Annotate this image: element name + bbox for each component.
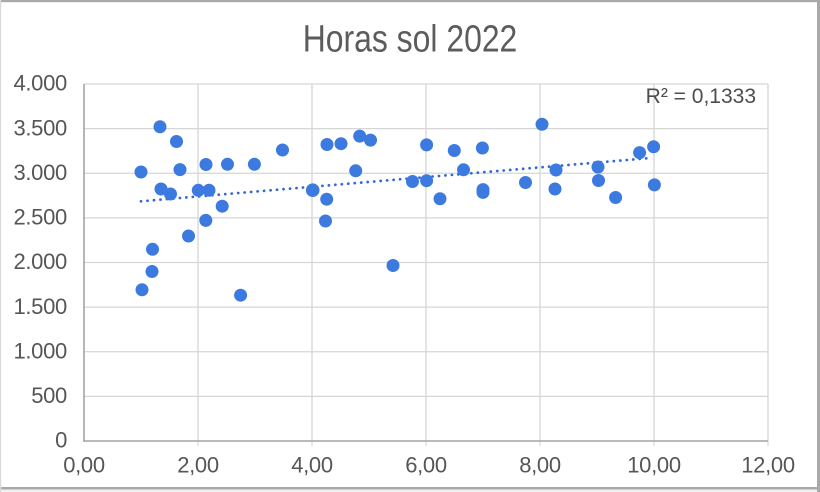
svg-text:3.000: 3.000: [13, 160, 67, 185]
svg-text:4,00: 4,00: [291, 453, 333, 478]
svg-text:8,00: 8,00: [519, 453, 561, 478]
svg-text:10,00: 10,00: [627, 453, 681, 478]
svg-text:2,00: 2,00: [177, 453, 219, 478]
svg-text:4.000: 4.000: [13, 71, 67, 96]
svg-text:1.500: 1.500: [13, 294, 67, 319]
svg-text:R² = 0,1333: R² = 0,1333: [646, 85, 756, 108]
svg-text:2.500: 2.500: [13, 205, 67, 230]
svg-text:2.000: 2.000: [13, 249, 67, 274]
svg-text:0: 0: [55, 428, 67, 453]
svg-text:12,00: 12,00: [741, 453, 795, 478]
svg-text:1.000: 1.000: [13, 338, 67, 363]
svg-text:Horas sol 2022: Horas sol 2022: [303, 18, 518, 60]
svg-text:0,00: 0,00: [63, 453, 105, 478]
svg-text:6,00: 6,00: [405, 453, 447, 478]
svg-text:500: 500: [31, 383, 67, 408]
svg-text:3.500: 3.500: [13, 115, 67, 140]
